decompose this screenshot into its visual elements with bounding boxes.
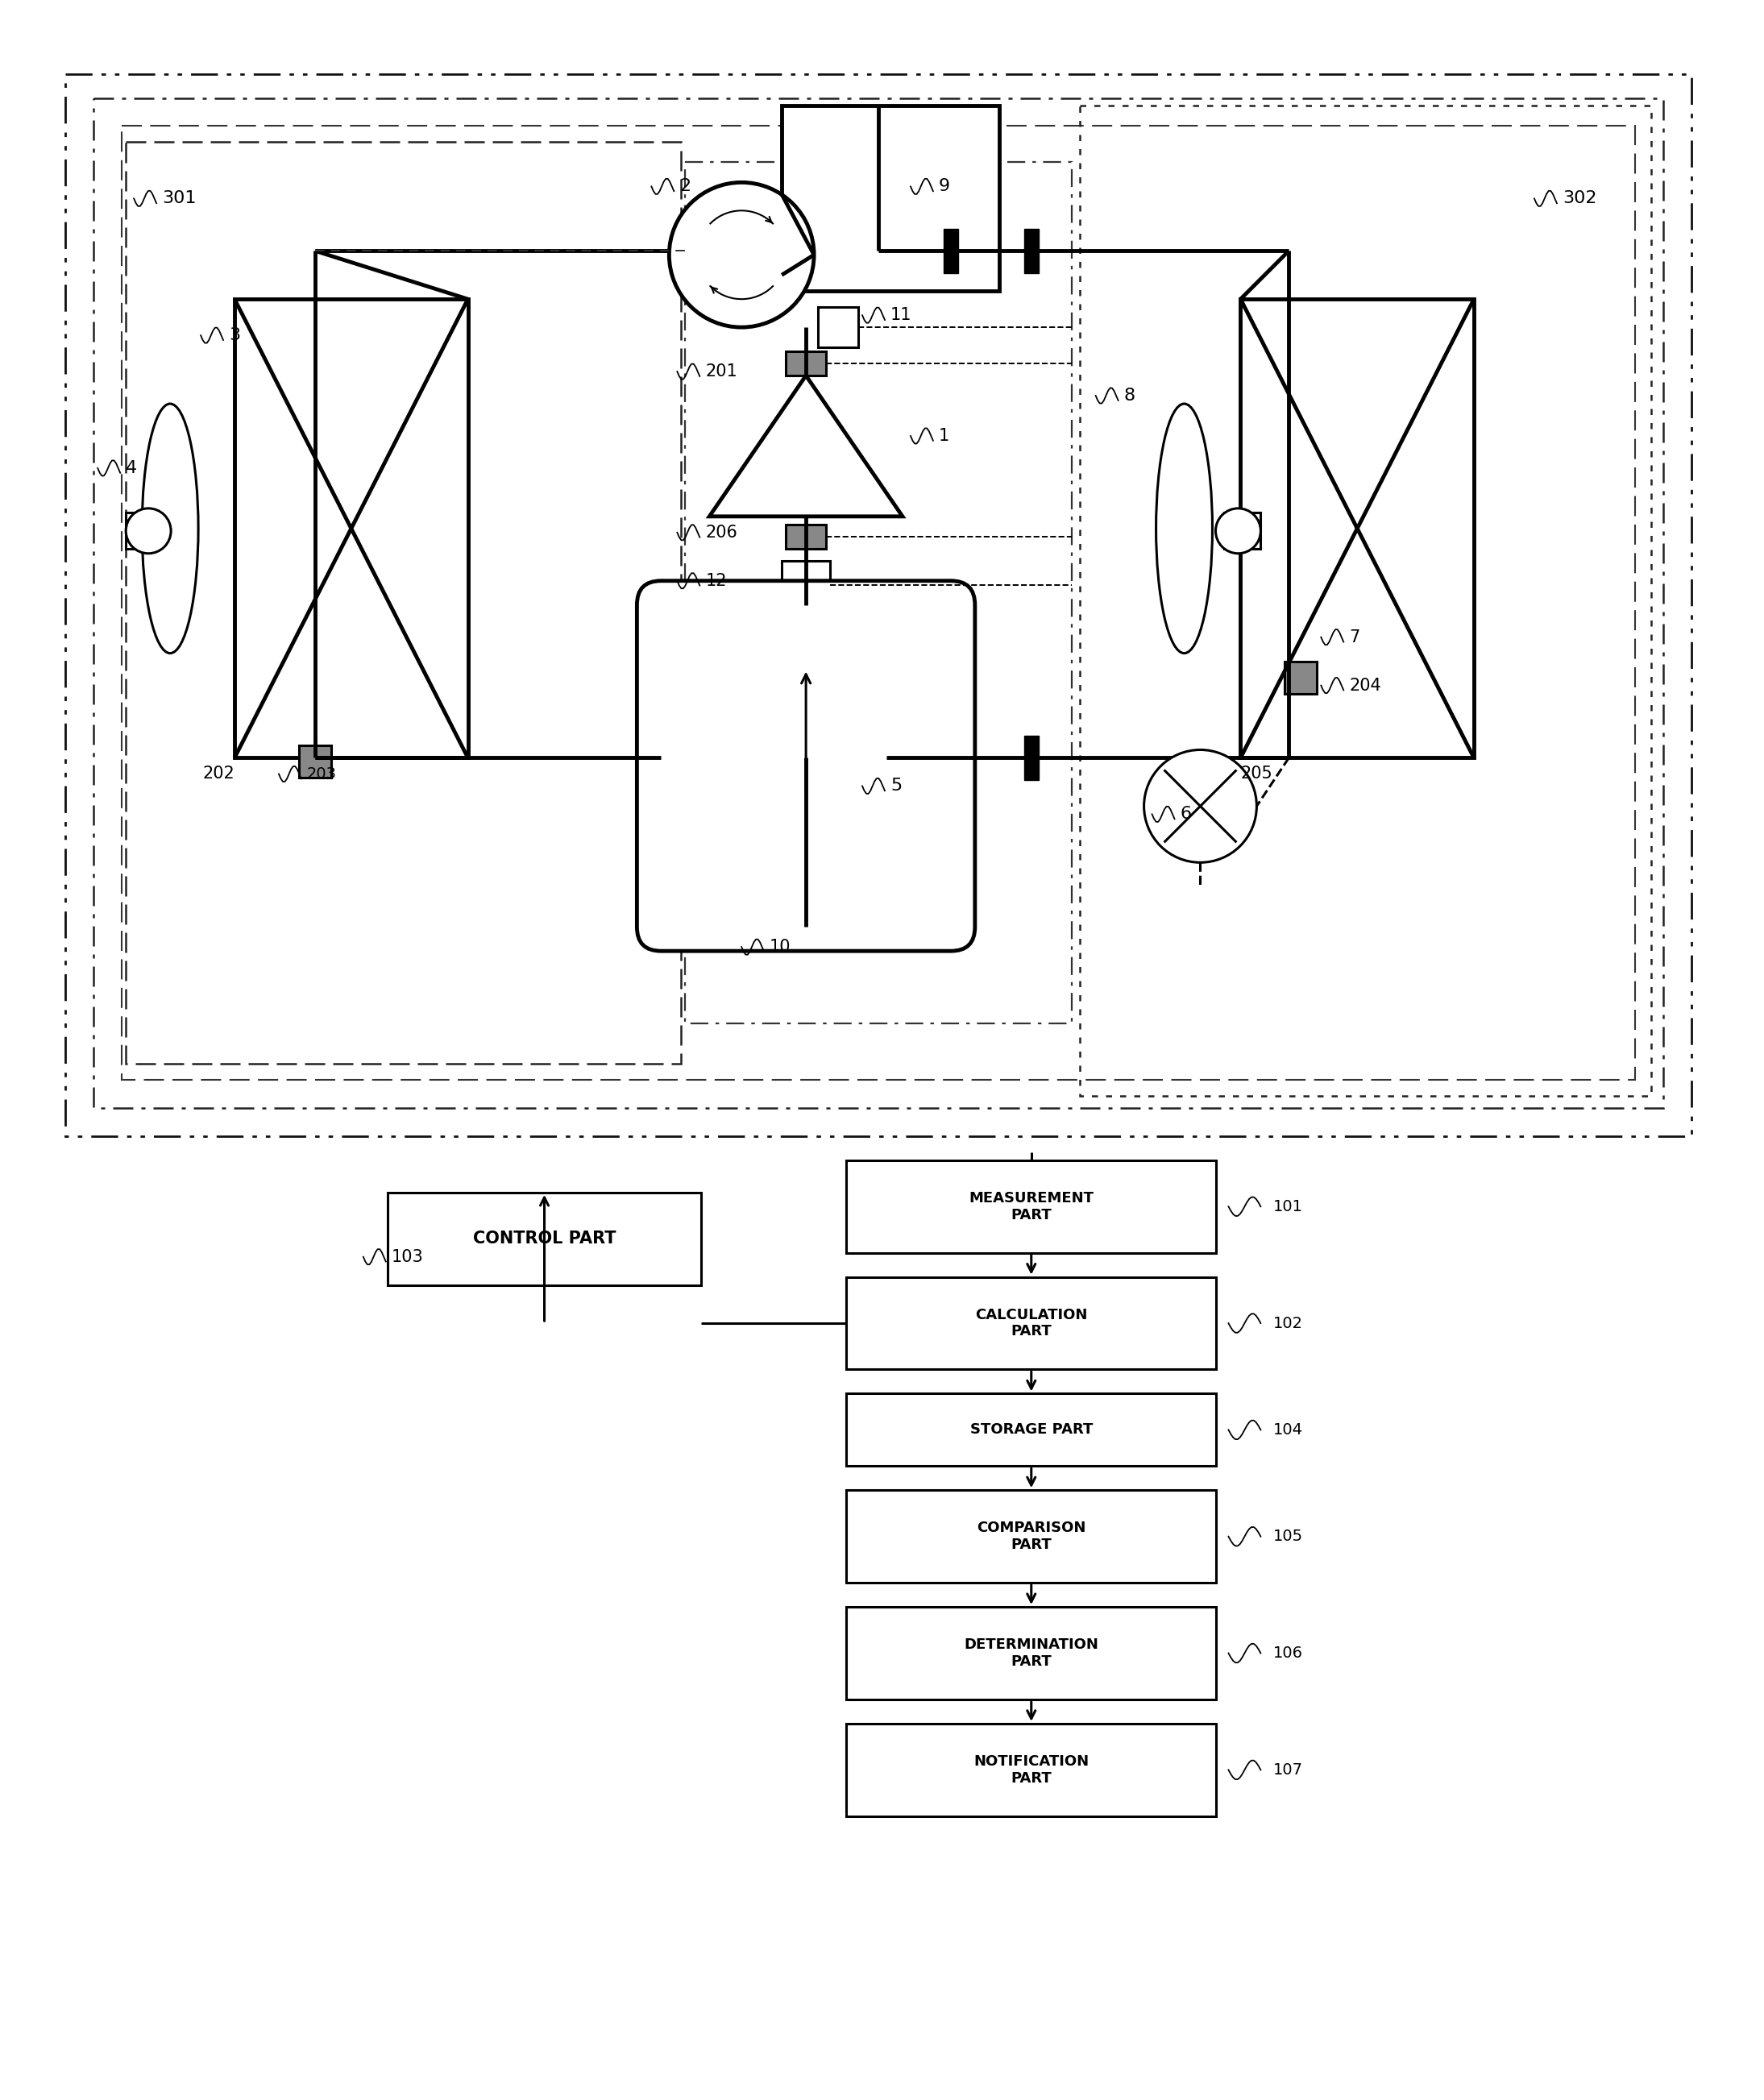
Text: MEASUREMENT
PART: MEASUREMENT PART <box>968 1191 1094 1222</box>
Text: 1: 1 <box>938 428 949 443</box>
Circle shape <box>1145 750 1256 863</box>
FancyBboxPatch shape <box>637 582 975 951</box>
Text: 3: 3 <box>229 328 240 344</box>
Bar <box>781 561 831 609</box>
Bar <box>781 105 998 292</box>
Text: 201: 201 <box>706 363 737 380</box>
Text: COMPARISON
PART: COMPARISON PART <box>977 1520 1087 1552</box>
Bar <box>93 99 1663 1109</box>
Text: 301: 301 <box>162 191 196 206</box>
Text: 5: 5 <box>891 777 901 794</box>
Bar <box>847 1606 1217 1699</box>
Text: CALCULATION
PART: CALCULATION PART <box>975 1308 1087 1340</box>
Bar <box>1224 512 1261 548</box>
Bar <box>1025 737 1039 781</box>
Bar <box>125 512 162 548</box>
Text: 203: 203 <box>307 766 337 781</box>
Bar <box>1240 298 1475 758</box>
Bar <box>785 525 826 548</box>
Ellipse shape <box>1155 403 1212 653</box>
Bar <box>944 737 958 781</box>
Bar <box>847 1724 1217 1816</box>
Circle shape <box>1215 508 1261 554</box>
Text: 202: 202 <box>203 766 235 781</box>
Text: NOTIFICATION
PART: NOTIFICATION PART <box>974 1753 1088 1785</box>
Bar <box>388 1193 702 1285</box>
Text: STORAGE PART: STORAGE PART <box>970 1422 1092 1436</box>
Text: CONTROL PART: CONTROL PART <box>473 1231 616 1247</box>
Text: 105: 105 <box>1274 1529 1302 1543</box>
Text: 101: 101 <box>1274 1199 1302 1214</box>
Bar <box>1025 229 1039 273</box>
Text: 302: 302 <box>1563 191 1596 206</box>
Bar <box>785 351 826 376</box>
Bar <box>847 1161 1217 1254</box>
Bar <box>847 1491 1217 1583</box>
Text: 206: 206 <box>706 525 737 540</box>
Bar <box>847 1277 1217 1369</box>
Text: 4: 4 <box>125 460 138 477</box>
Text: DETERMINATION
PART: DETERMINATION PART <box>965 1638 1099 1670</box>
Text: 2: 2 <box>679 179 691 195</box>
Text: 7: 7 <box>1349 630 1360 645</box>
Text: 102: 102 <box>1274 1315 1302 1331</box>
Bar <box>944 229 958 273</box>
Text: 103: 103 <box>392 1250 423 1264</box>
Bar <box>298 746 332 777</box>
Bar <box>65 74 1692 1136</box>
Text: 11: 11 <box>891 307 912 323</box>
Bar <box>847 1394 1217 1466</box>
Circle shape <box>125 508 171 554</box>
Bar <box>1080 105 1651 1096</box>
Bar <box>1284 662 1318 693</box>
Text: 204: 204 <box>1349 678 1381 693</box>
Bar <box>684 162 1071 1023</box>
Bar <box>125 143 681 1065</box>
Text: 104: 104 <box>1274 1422 1302 1438</box>
Bar <box>235 298 467 758</box>
Ellipse shape <box>141 403 198 653</box>
Text: 9: 9 <box>938 179 951 195</box>
Circle shape <box>669 183 813 328</box>
Text: 107: 107 <box>1274 1762 1302 1777</box>
Text: 10: 10 <box>769 939 790 956</box>
Bar <box>818 307 859 347</box>
Text: 205: 205 <box>1240 766 1272 781</box>
Bar <box>122 126 1635 1079</box>
Text: 8: 8 <box>1124 388 1136 403</box>
Text: 12: 12 <box>706 573 727 588</box>
Text: 6: 6 <box>1180 806 1191 823</box>
Text: 106: 106 <box>1274 1646 1302 1661</box>
